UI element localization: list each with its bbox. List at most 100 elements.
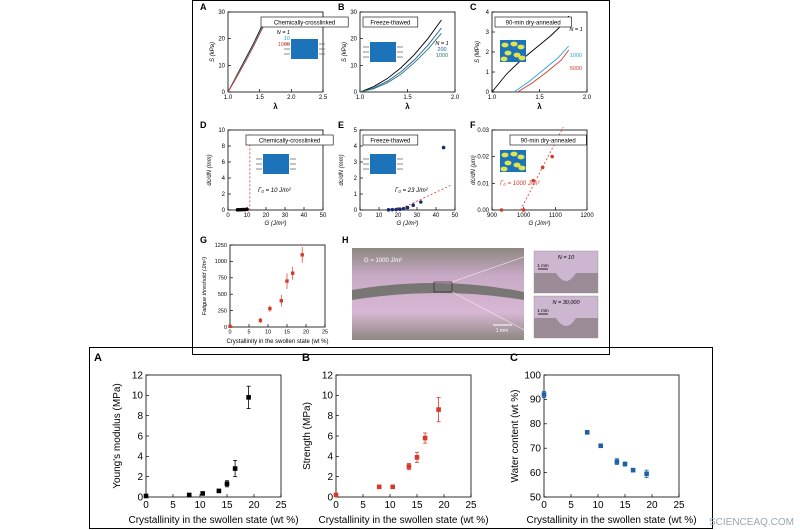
panel-b-top-ytick-label: 10 <box>350 63 357 69</box>
panel-c-top-series-line <box>517 49 570 93</box>
panel-a-bottom-xtick-label: 20 <box>248 500 260 511</box>
panel-b-bottom-data-point <box>436 407 441 412</box>
panel-a-bottom-data-point <box>216 488 222 494</box>
panel-b-top-xtick-label: 1.5 <box>403 95 412 101</box>
panel-e-ytick-label: 1 <box>354 192 358 198</box>
panel-f-xtick-label: 900 <box>487 213 498 219</box>
panel-e-ylabel: dc/dN (mm) <box>339 154 345 185</box>
panel-d-ylabel: dc/dN (mm) <box>207 154 213 185</box>
panel-d-ytick-label: 4 <box>222 176 226 182</box>
panel-e-data-point <box>394 207 398 212</box>
panel-c-bottom-xtick-label: 0 <box>541 500 547 511</box>
panel-a-top-series-line <box>227 20 267 93</box>
panel-h-zoom-box <box>433 281 453 293</box>
panel-d-ytick-label: 0 <box>222 208 226 214</box>
panel-a-top-label: Chemically-crosslinked <box>274 21 335 27</box>
panel-d-xlabel: G (J/m²) <box>265 221 287 227</box>
panel-g-ytick-label: 250 <box>218 308 227 314</box>
panel-e-data-point <box>390 207 395 212</box>
panel-e-ytick-label: 5 <box>354 128 358 134</box>
panel-d-xtick-label: 0 <box>226 213 230 219</box>
panel-a-bottom-xlabel: Crystallinity in the swollen state (wt %… <box>128 515 298 526</box>
panel-c-top-xlabel: λ <box>537 102 542 111</box>
panel-e-data-point <box>405 205 410 210</box>
panel-b-top-legend-1: N = 1 <box>435 41 448 47</box>
panel-g-xtick-label: 10 <box>265 330 271 336</box>
panel-c-bottom-ylabel: Water content (wt %) <box>510 390 521 483</box>
panel-g-ytick-label: 750 <box>218 276 227 282</box>
panel-e-data-point <box>386 208 391 212</box>
panel-e-ytick-label: 4 <box>354 144 358 150</box>
panel-f-annotation: Γ₀ = 1000 J/m² <box>500 181 540 187</box>
panel-a-top-ytick-label: 0 <box>222 90 226 96</box>
panel-g-ytick-label: 500 <box>218 292 227 298</box>
panel-b-bottom-xlabel: Crystallinity in the swollen state (wt %… <box>318 515 488 526</box>
panel-g-data-point <box>258 318 263 323</box>
panel-b-top-ytick-label: 30 <box>350 10 357 16</box>
panel-a-bottom-data-point <box>232 466 238 471</box>
panel-a-top-axes-box <box>227 11 324 93</box>
panel-c-bottom-xtick-label: 10 <box>592 500 604 511</box>
panel-g-axes-box <box>229 244 326 328</box>
panel-c-top-ytick-label: 1 <box>486 70 490 76</box>
panel-e-xtick-label: 0 <box>358 213 362 219</box>
panel-d-ytick-label: 6 <box>222 160 226 166</box>
panel-h-inset-1-label: N = 10 <box>558 255 575 261</box>
panel-g-xtick-label: 15 <box>284 330 290 336</box>
panel-letter-a-top: A <box>200 2 207 12</box>
panel-c-bottom-ytick-label: 70 <box>530 444 542 455</box>
panel-e-ytick-label: 0 <box>354 208 358 214</box>
panel-b-bottom-xtick-label: 5 <box>360 500 366 511</box>
panel-b-bottom-ytick-label: 0 <box>327 492 333 503</box>
panel-g-xtick-label: 25 <box>322 330 328 336</box>
panel-c-bottom-data-point <box>644 471 649 477</box>
panel-letter-d-top: D <box>200 120 207 130</box>
panel-e-data-point <box>411 203 416 207</box>
panel-f-label-box <box>509 134 587 146</box>
panel-b-bottom-data-point <box>406 464 412 469</box>
panel-f-xlabel: G (J/m²) <box>529 221 551 227</box>
panel-g-ylabel: Fatigue threshold (J/m²) <box>202 257 208 316</box>
panel-h-inset-2-label: N = 30,000 <box>552 300 580 306</box>
panel-c-bottom-axes-box <box>543 374 680 498</box>
panel-a-bottom-ytick-label: 0 <box>137 492 143 503</box>
panel-d-ytick-label: 8 <box>222 144 226 150</box>
panel-e-xlabel: G (J/m²) <box>397 221 419 227</box>
panel-a-bottom-ytick-label: 4 <box>137 452 143 463</box>
panel-f-ytick-label: 0.00 <box>477 208 489 214</box>
panel-c-bottom-ytick-label: 100 <box>524 370 541 381</box>
panel-f-ytick-label: 0.03 <box>477 128 489 134</box>
panel-g-data-point <box>300 253 304 257</box>
panel-a-top-xtick-label: 2.0 <box>287 95 296 101</box>
panel-c-top-crystal <box>518 55 526 61</box>
panel-g-ytick-label: 1000 <box>215 259 227 265</box>
panel-a-top-ytick-label: 30 <box>218 10 225 16</box>
panel-g-ytick-label: 0 <box>224 325 227 331</box>
panel-a-top-legend-2: 10 <box>284 36 290 42</box>
panel-h-inset-1-crack <box>534 273 598 293</box>
panel-a-bottom-data-point <box>143 493 149 499</box>
panel-b-bottom-ytick-label: 8 <box>327 411 333 422</box>
panel-g-xtick-label: 5 <box>247 330 250 336</box>
panel-g-data-point <box>268 306 272 311</box>
panel-a-bottom-data-point <box>200 491 205 496</box>
panel-c-bottom-data-point <box>614 459 620 464</box>
panel-e-ytick-label: 3 <box>354 160 358 166</box>
panel-a-bottom-ytick-label: 8 <box>137 411 143 422</box>
panel-a-bottom-ytick-label: 6 <box>137 431 143 442</box>
panel-h-inset-2-scale: 1 mm <box>537 308 549 313</box>
panel-b-bottom-data-point <box>422 435 428 441</box>
panel-b-top-ytick-label: 20 <box>350 37 357 43</box>
panel-e-data-point <box>419 200 423 204</box>
panel-h-scale-label: 1 mm <box>496 328 509 334</box>
panel-f-data-point <box>521 208 526 212</box>
panel-letter-c-bottom: C <box>510 352 518 364</box>
panel-a-top-xtick-label: 2.5 <box>319 95 328 101</box>
panel-f-data-point <box>531 178 535 183</box>
panel-f-xtick-label: 1000 <box>517 213 531 219</box>
panel-f-ytick-label: 0.01 <box>477 181 489 187</box>
panel-letter-a-bottom: A <box>94 352 102 364</box>
panel-e-threshold-line <box>397 184 452 211</box>
panel-g-data-point <box>291 271 295 275</box>
